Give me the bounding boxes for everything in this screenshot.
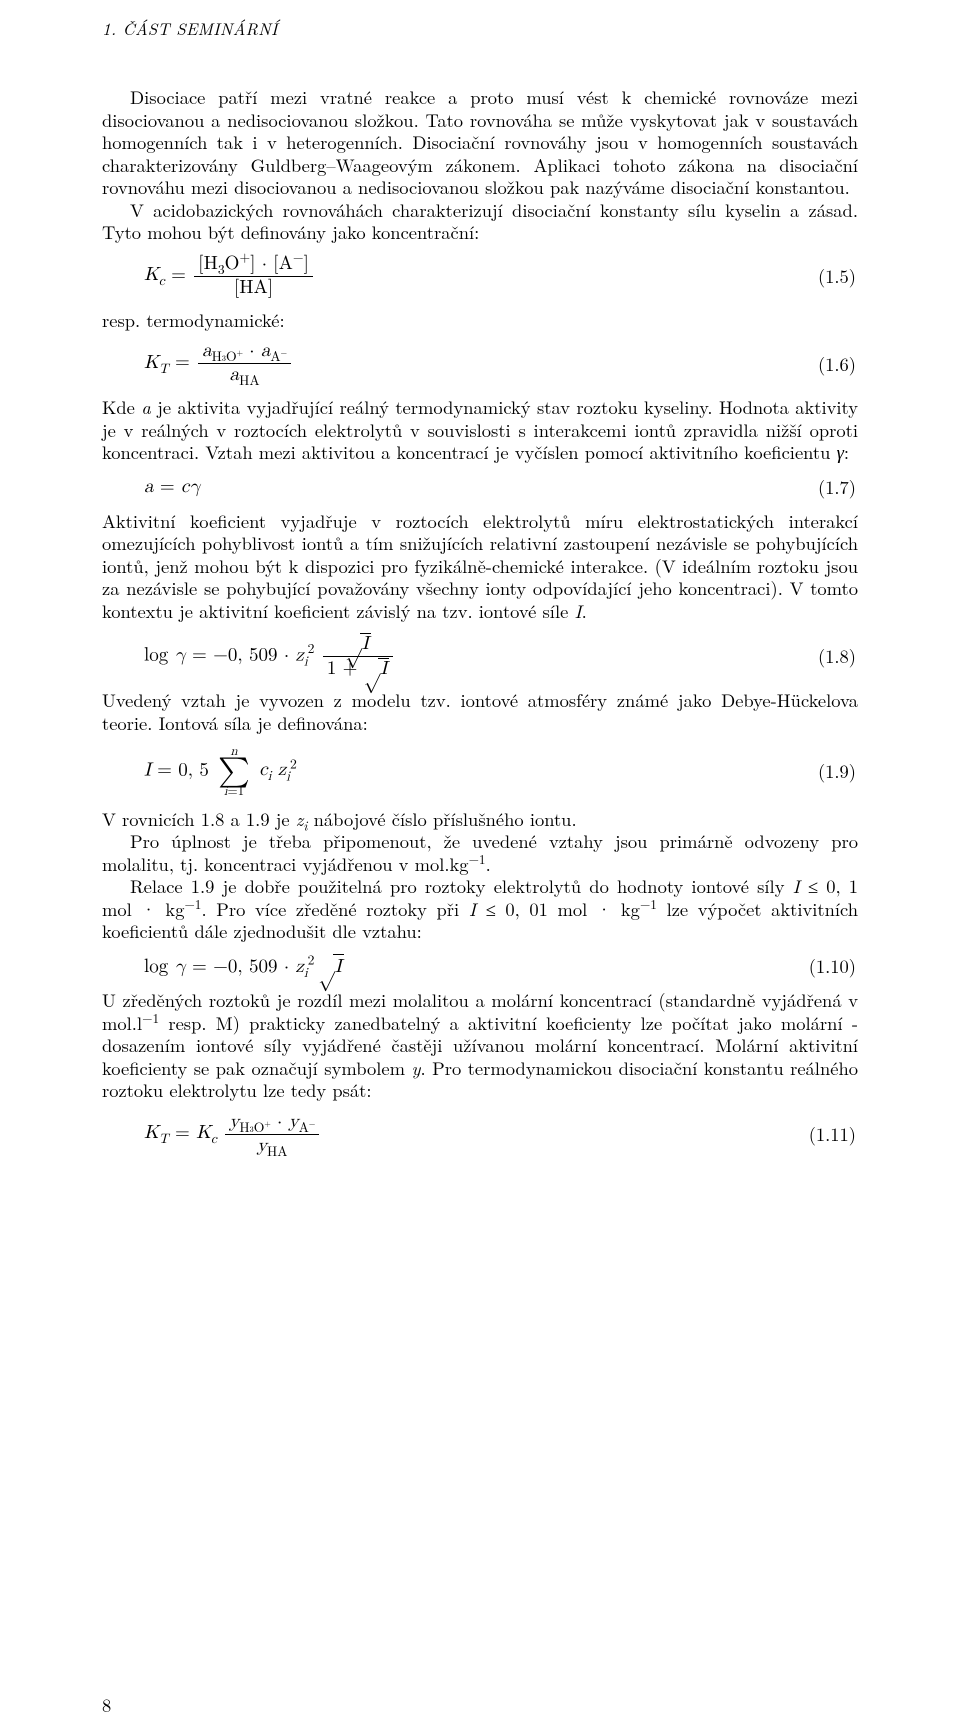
equation-1-5: Kc = [H3O+] · [A−] [HA] (1.5) (102, 254, 858, 299)
equation-1-11-number: (1.11) (809, 1121, 858, 1147)
equation-1-5-number: (1.5) (818, 263, 858, 289)
paragraph-7: Pro úplnost je třeba připomenout, že uve… (102, 830, 858, 875)
equation-1-7-number: (1.7) (818, 474, 858, 500)
equation-1-9-body: I = 0, 5 n ∑ i=1 ci zi2 (102, 745, 297, 798)
paragraph-2: V acidobazických rovnováhách charakteriz… (102, 199, 858, 244)
equation-1-6: KT = aH3O+ · aA− aHA (1.6) (102, 341, 858, 386)
paragraph-9: U zředěných roztoků je rozdíl mezi molal… (102, 989, 858, 1102)
equation-1-10-body: log γ = −0, 509 · zi2√I (102, 954, 344, 978)
paragraph-6: V rovnicích 1.8 a 1.9 je zi nábojové čís… (102, 808, 858, 831)
paragraph-5: Uvedený vztah je vyvozen z modelu tzv. i… (102, 689, 858, 734)
equation-1-5-body: Kc = [H3O+] · [A−] [HA] (102, 254, 315, 299)
page-number: 8 (102, 1692, 111, 1718)
equation-1-8-body: log γ = −0, 509 · zi2 √I 1 + √I (102, 633, 395, 680)
equation-1-6-number: (1.6) (818, 351, 858, 377)
paragraph-1: Disociace patří mezi vratné reakce a pro… (102, 86, 858, 199)
paragraph-4-text: Aktivitní koeficient vyjadřuje v roztocí… (102, 508, 858, 624)
page: 1. ČÁST SEMINÁRNÍ Disociace patří mezi v… (0, 0, 960, 1736)
paragraph-3-text: Kde a je aktivita vyjadřující reálný ter… (102, 394, 858, 465)
equation-1-6-body: KT = aH3O+ · aA− aHA (102, 341, 293, 386)
equation-1-9: I = 0, 5 n ∑ i=1 ci zi2 (1.9) (102, 745, 858, 798)
equation-1-7-body: a = cγ (102, 475, 201, 498)
running-header: 1. ČÁST SEMINÁRNÍ (102, 16, 858, 40)
paragraph-3: Kde a je aktivita vyjadřující reálný ter… (102, 396, 858, 464)
paragraph-4: Aktivitní koeficient vyjadřuje v roztocí… (102, 510, 858, 623)
equation-1-9-number: (1.9) (818, 758, 858, 784)
equation-1-8-number: (1.8) (818, 643, 858, 669)
paragraph-8: Relace 1.9 je dobře použitelná pro rozto… (102, 875, 858, 943)
equation-1-7: a = cγ (1.7) (102, 474, 858, 500)
resp-termodynamicke: resp. termodynamické: (102, 309, 858, 332)
equation-1-11: KT = Kc yH3O+ · yA− yHA (1.11) (102, 1112, 858, 1157)
equation-1-10-number: (1.10) (809, 953, 858, 979)
equation-1-8: log γ = −0, 509 · zi2 √I 1 + √I (1.8) (102, 633, 858, 680)
equation-1-11-body: KT = Kc yH3O+ · yA− yHA (102, 1112, 321, 1157)
equation-1-10: log γ = −0, 509 · zi2√I (1.10) (102, 953, 858, 979)
